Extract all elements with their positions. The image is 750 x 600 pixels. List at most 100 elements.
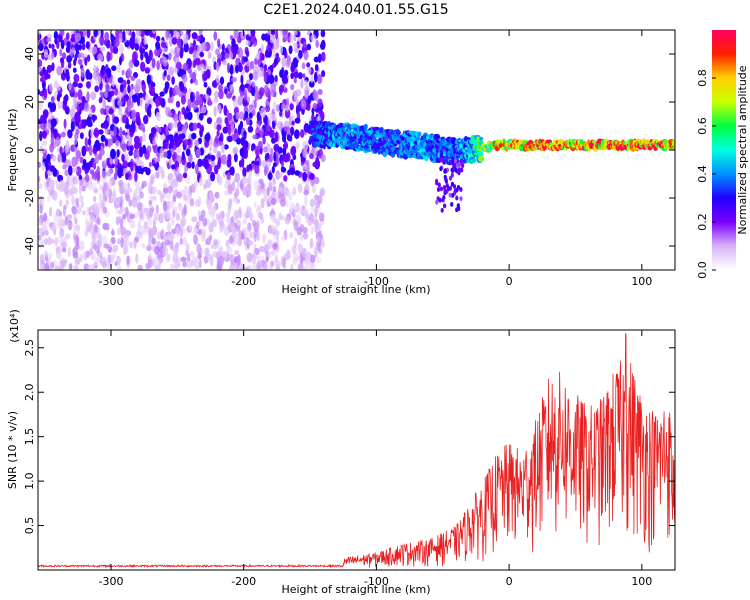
heatmap-cell bbox=[89, 169, 95, 175]
heatmap-cell bbox=[312, 161, 319, 168]
colorbar-tick-label: 0.2 bbox=[696, 213, 709, 231]
heatmap-cell bbox=[169, 86, 173, 98]
heatmap-cell bbox=[171, 164, 176, 170]
heatmap-cell bbox=[143, 37, 148, 46]
heatmap-cell bbox=[261, 33, 266, 41]
heatmap-cell bbox=[123, 235, 128, 247]
heatmap-cell bbox=[52, 190, 58, 201]
heatmap-cell bbox=[247, 84, 251, 92]
heatmap-cell bbox=[93, 256, 99, 267]
heatmap-cell bbox=[167, 172, 174, 181]
heatmap-cell bbox=[207, 100, 213, 106]
heatmap-cell bbox=[264, 49, 269, 58]
heatmap-cell bbox=[456, 203, 460, 209]
heatmap-cell bbox=[265, 123, 271, 133]
heatmap-cell bbox=[42, 131, 47, 139]
heatmap-cell bbox=[321, 70, 326, 78]
heatmap-cell bbox=[167, 97, 173, 104]
heatmap-cell bbox=[107, 254, 112, 264]
heatmap-cell bbox=[271, 113, 277, 122]
heatmap-cell bbox=[134, 35, 141, 46]
heatmap-cell bbox=[175, 212, 180, 221]
heatmap-cell bbox=[262, 135, 266, 145]
heatmap-cell bbox=[111, 65, 117, 71]
heatmap-cell bbox=[245, 34, 250, 41]
heatmap-cell bbox=[455, 195, 459, 201]
heatmap-cell bbox=[168, 122, 174, 130]
heatmap-cell bbox=[80, 102, 85, 111]
heatmap-cell bbox=[93, 202, 99, 210]
heatmap-cell bbox=[167, 134, 174, 141]
heatmap-cell bbox=[272, 120, 276, 130]
heatmap-cell bbox=[417, 131, 421, 138]
heatmap-cell bbox=[188, 224, 193, 231]
heatmap-cell bbox=[168, 66, 175, 77]
heatmap-cell bbox=[64, 106, 70, 115]
heatmap-cell bbox=[289, 103, 294, 111]
heatmap-cell bbox=[170, 216, 175, 226]
heatmap-cell bbox=[38, 59, 43, 68]
heatmap-cell bbox=[39, 76, 46, 83]
heatmap-cell bbox=[231, 229, 237, 240]
heatmap-cell bbox=[93, 224, 98, 234]
heatmap-cell bbox=[213, 31, 218, 41]
colorbar-ticks: 0.0 0.2 0.4 0.6 0.8 bbox=[696, 69, 716, 279]
heatmap-cell bbox=[114, 98, 119, 109]
heatmap-cell bbox=[207, 51, 212, 59]
heatmap-cell bbox=[263, 84, 269, 94]
heatmap-cell bbox=[50, 51, 55, 60]
heatmap-cell bbox=[249, 231, 255, 239]
heatmap-cell bbox=[314, 205, 318, 217]
heatmap-cell bbox=[127, 105, 132, 113]
heatmap-cell bbox=[162, 246, 169, 256]
heatmap-cell bbox=[89, 214, 95, 223]
heatmap-cell bbox=[106, 157, 110, 167]
heatmap-cell bbox=[293, 220, 298, 232]
heatmap-cell bbox=[258, 212, 264, 220]
heatmap-cell bbox=[300, 99, 307, 110]
heatmap-cell bbox=[357, 145, 361, 152]
heatmap-cell bbox=[278, 185, 283, 193]
heatmap-cell bbox=[114, 155, 119, 166]
heatmap-cell bbox=[110, 96, 117, 104]
heatmap-cell bbox=[38, 217, 42, 224]
heatmap-cell bbox=[38, 100, 43, 111]
heatmap-cell bbox=[76, 104, 81, 112]
heatmap-cell bbox=[250, 34, 256, 44]
heatmap-cell bbox=[151, 58, 156, 69]
heatmap-cell bbox=[122, 213, 126, 220]
heatmap-cell bbox=[84, 102, 90, 113]
x-tick-label: -300 bbox=[99, 575, 124, 588]
heatmap-cell bbox=[225, 213, 230, 224]
heatmap-cell bbox=[235, 209, 240, 220]
heatmap-cell bbox=[166, 222, 172, 232]
heatmap-cell bbox=[100, 134, 106, 142]
heatmap-cell bbox=[44, 181, 48, 190]
heatmap-cell bbox=[311, 107, 315, 115]
heatmap-cell bbox=[194, 198, 201, 208]
heatmap-cell bbox=[213, 147, 218, 154]
heatmap-cell bbox=[126, 30, 131, 36]
heatmap-cell bbox=[43, 250, 49, 256]
heatmap-cell bbox=[448, 175, 453, 181]
heatmap-cell bbox=[223, 144, 229, 150]
heatmap-cells bbox=[38, 30, 675, 270]
heatmap-cell bbox=[263, 75, 268, 83]
heatmap-cell bbox=[237, 238, 243, 247]
heatmap-cell bbox=[214, 96, 219, 103]
heatmap-cell bbox=[243, 148, 248, 159]
heatmap-cell bbox=[238, 160, 243, 168]
heatmap-cell bbox=[214, 191, 220, 199]
heatmap-cell bbox=[178, 133, 182, 145]
heatmap-cell bbox=[253, 243, 257, 250]
heatmap-cell bbox=[108, 108, 114, 115]
x-tick-label: 100 bbox=[631, 575, 652, 588]
heatmap-cell bbox=[117, 99, 122, 107]
heatmap-cell bbox=[39, 71, 44, 77]
heatmap-cell bbox=[267, 112, 272, 121]
heatmap-cell bbox=[160, 134, 167, 141]
heatmap-cell bbox=[281, 56, 287, 68]
heatmap-cell bbox=[83, 180, 87, 186]
heatmap-cell bbox=[203, 81, 208, 88]
heatmap-cell bbox=[159, 213, 164, 223]
